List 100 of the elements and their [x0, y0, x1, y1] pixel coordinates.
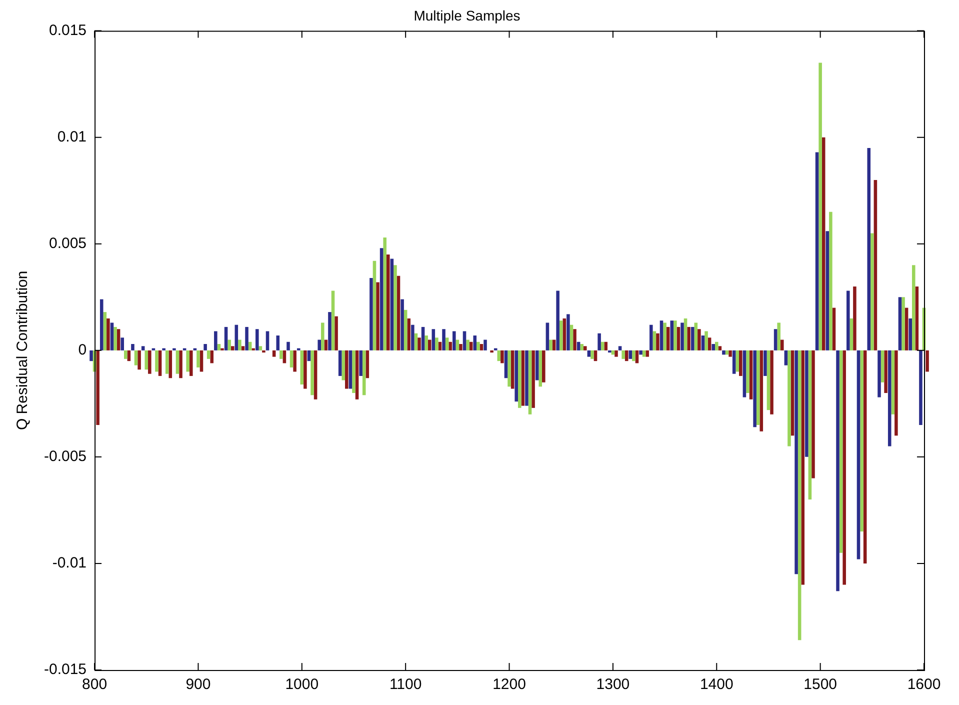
bar [394, 265, 397, 350]
bar [622, 350, 625, 359]
bar [338, 350, 342, 376]
bar [853, 286, 856, 350]
bar [342, 350, 346, 380]
bar [739, 350, 742, 376]
bar [116, 329, 120, 350]
bar [919, 350, 922, 425]
bar [210, 350, 214, 364]
bar [753, 350, 756, 428]
bar [556, 290, 560, 350]
bar [704, 331, 708, 350]
bar [812, 350, 815, 478]
x-tick-label: 1600 [907, 676, 941, 694]
bar [926, 350, 929, 372]
bar [652, 331, 656, 350]
bar [196, 350, 200, 368]
bar [189, 350, 193, 376]
bar [808, 350, 812, 500]
bar [590, 350, 594, 359]
bar [370, 278, 373, 350]
y-tick-label: 0.005 [48, 235, 87, 252]
bar [442, 329, 446, 350]
bar [390, 258, 394, 350]
bar [874, 180, 878, 350]
bar [228, 340, 231, 350]
bar [280, 350, 283, 359]
bar [784, 350, 788, 366]
bar [428, 340, 432, 350]
bar [176, 350, 180, 374]
bar [490, 350, 494, 353]
bar [788, 350, 791, 446]
bar [348, 350, 352, 389]
chart-title: Multiple Samples [414, 7, 520, 24]
bar [241, 346, 245, 350]
bar [826, 231, 830, 350]
bar [421, 326, 425, 350]
bar [690, 326, 694, 350]
bar [756, 350, 760, 425]
bar [469, 342, 473, 350]
bar [300, 350, 304, 384]
bar [497, 350, 501, 362]
bar [234, 324, 238, 350]
bar [632, 350, 636, 362]
bar [698, 329, 701, 350]
bar [96, 350, 100, 425]
bar [376, 282, 380, 350]
bar [258, 346, 262, 350]
bar [660, 320, 664, 350]
bar [884, 350, 888, 394]
bar [355, 350, 359, 400]
bar [256, 329, 259, 350]
bar [774, 329, 778, 350]
bar [860, 350, 864, 532]
bar [822, 137, 826, 350]
bar [148, 350, 152, 374]
y-tick-label: -0.005 [44, 448, 87, 466]
y-tick-label: -0.015 [44, 661, 87, 678]
bar [546, 322, 550, 350]
bar [559, 320, 563, 350]
bar [583, 346, 587, 350]
bar [230, 346, 234, 350]
bar [459, 344, 462, 350]
bar [839, 350, 843, 553]
bar [224, 326, 228, 350]
bar [462, 331, 466, 350]
bar [304, 350, 307, 389]
bar [680, 322, 684, 350]
bar [904, 308, 908, 350]
bar [345, 350, 348, 389]
bar [656, 333, 660, 350]
bar [535, 350, 539, 380]
bar [100, 299, 104, 350]
bar [650, 324, 653, 350]
bar [549, 340, 552, 350]
bar [110, 322, 114, 350]
bar [435, 338, 438, 350]
bar [514, 350, 518, 402]
bar [766, 350, 770, 410]
bar [538, 350, 542, 387]
bar [624, 350, 628, 362]
bar [764, 350, 767, 376]
bar [687, 326, 690, 350]
bar [614, 350, 618, 357]
bar [777, 322, 780, 350]
bar [103, 312, 107, 350]
bar [780, 340, 784, 350]
bar [562, 318, 566, 350]
bar [646, 350, 649, 357]
bar [314, 350, 318, 400]
bar [334, 316, 338, 350]
bar [701, 335, 705, 350]
bar [832, 308, 836, 350]
bar [902, 297, 905, 350]
bar [120, 338, 124, 350]
bar [262, 350, 266, 353]
bar [127, 350, 131, 362]
bar [850, 318, 854, 350]
bar [570, 324, 574, 350]
bar [318, 340, 321, 350]
